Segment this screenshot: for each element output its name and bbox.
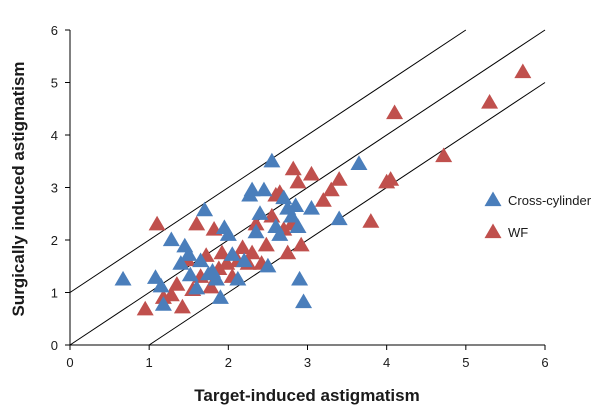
x-tick-label: 3 [304, 355, 311, 370]
data-point-cross-cylinder [196, 201, 214, 217]
data-point-wf [514, 63, 532, 79]
data-point-cross-cylinder [154, 296, 172, 311]
legend-marker-cross-cylinder [484, 191, 502, 207]
legend-item-cross-cylinder: Cross-cylinder [484, 191, 592, 208]
data-point-cross-cylinder [271, 226, 289, 241]
x-axis-title: Target-induced astigmatism [194, 386, 419, 405]
data-point-cross-cylinder [302, 200, 320, 215]
data-point-wf [322, 181, 340, 197]
legend-label-cross-cylinder: Cross-cylinder [508, 193, 592, 208]
data-point-cross-cylinder [180, 246, 198, 261]
data-point-wf [292, 236, 310, 252]
data-point-wf [234, 239, 252, 254]
data-point-wf [481, 93, 499, 109]
data-point-wf [213, 244, 231, 260]
reference-lines [69, 29, 546, 346]
y-tick-label: 3 [51, 181, 58, 196]
data-point-cross-cylinder [192, 252, 210, 268]
legend: Cross-cylinder WF [484, 191, 592, 240]
data-point-wf [435, 147, 453, 163]
data-point-wf [386, 104, 404, 120]
data-point-cross-cylinder [152, 277, 170, 293]
data-point-cross-cylinder [172, 255, 190, 270]
data-point-cross-cylinder [229, 270, 247, 286]
data-point-wf [173, 298, 191, 314]
data-point-wf [279, 244, 297, 260]
x-tick-label: 5 [462, 355, 469, 370]
data-point-wf [314, 192, 332, 207]
data-point-cross-cylinder [259, 257, 277, 273]
data-point-cross-cylinder [289, 218, 307, 233]
data-point-cross-cylinder [188, 279, 206, 295]
data-point-wf [162, 286, 180, 302]
data-point-wf [284, 160, 302, 176]
data-point-cross-cylinder [330, 210, 348, 226]
data-point-wf [257, 236, 275, 252]
legend-label-wf: WF [508, 225, 528, 240]
data-point-cross-cylinder [243, 181, 261, 197]
data-point-wf [247, 215, 265, 231]
data-point-cross-cylinder [283, 207, 301, 223]
x-tick-label: 6 [541, 355, 548, 370]
data-point-wf [302, 165, 320, 181]
x-tick-label: 1 [146, 355, 153, 370]
y-tick-label: 4 [51, 128, 58, 143]
data-point-cross-cylinder [162, 231, 180, 247]
data-point-cross-cylinder [219, 226, 237, 241]
data-point-cross-cylinder [295, 293, 313, 309]
axes: 0 1 2 3 4 5 6 0 1 2 3 4 5 6 [51, 23, 549, 370]
data-point-cross-cylinder [275, 189, 293, 205]
data-point-wf [330, 171, 348, 186]
x-tick-label: 0 [66, 355, 73, 370]
reference-line-2 [69, 29, 546, 346]
data-point-cross-cylinder [211, 289, 229, 304]
data-point-cross-cylinder [114, 270, 132, 286]
data-point-wf [188, 215, 206, 231]
data-point-wf [362, 213, 380, 228]
data-points [114, 63, 532, 316]
data-point-wf [202, 278, 220, 294]
data-point-wf [289, 173, 307, 189]
legend-item-wf: WF [484, 223, 528, 240]
data-point-wf [243, 244, 261, 260]
data-point-cross-cylinder [223, 246, 241, 261]
data-point-cross-cylinder [350, 155, 368, 170]
data-point-cross-cylinder [263, 152, 281, 168]
data-point-wf [136, 300, 154, 316]
data-point-cross-cylinder [255, 181, 273, 197]
y-tick-label: 0 [51, 338, 58, 353]
legend-marker-wf [484, 223, 502, 239]
y-tick-label: 6 [51, 23, 58, 38]
y-tick-label: 2 [51, 233, 58, 248]
data-point-cross-cylinder [181, 266, 199, 282]
data-point-wf [382, 171, 400, 186]
data-point-cross-cylinder [287, 197, 305, 212]
x-tick-label: 2 [225, 355, 232, 370]
data-point-cross-cylinder [247, 223, 265, 239]
data-point-cross-cylinder [251, 205, 269, 220]
y-axis-title: Surgically induced astigmatism [9, 61, 28, 316]
data-point-cross-cylinder [207, 270, 225, 286]
data-point-cross-cylinder [291, 270, 309, 286]
x-tick-label: 4 [383, 355, 390, 370]
y-tick-label: 1 [51, 286, 58, 301]
y-tick-label: 5 [51, 76, 58, 91]
data-point-wf [148, 215, 166, 231]
data-point-wf [168, 276, 186, 291]
data-point-cross-cylinder [235, 252, 253, 268]
